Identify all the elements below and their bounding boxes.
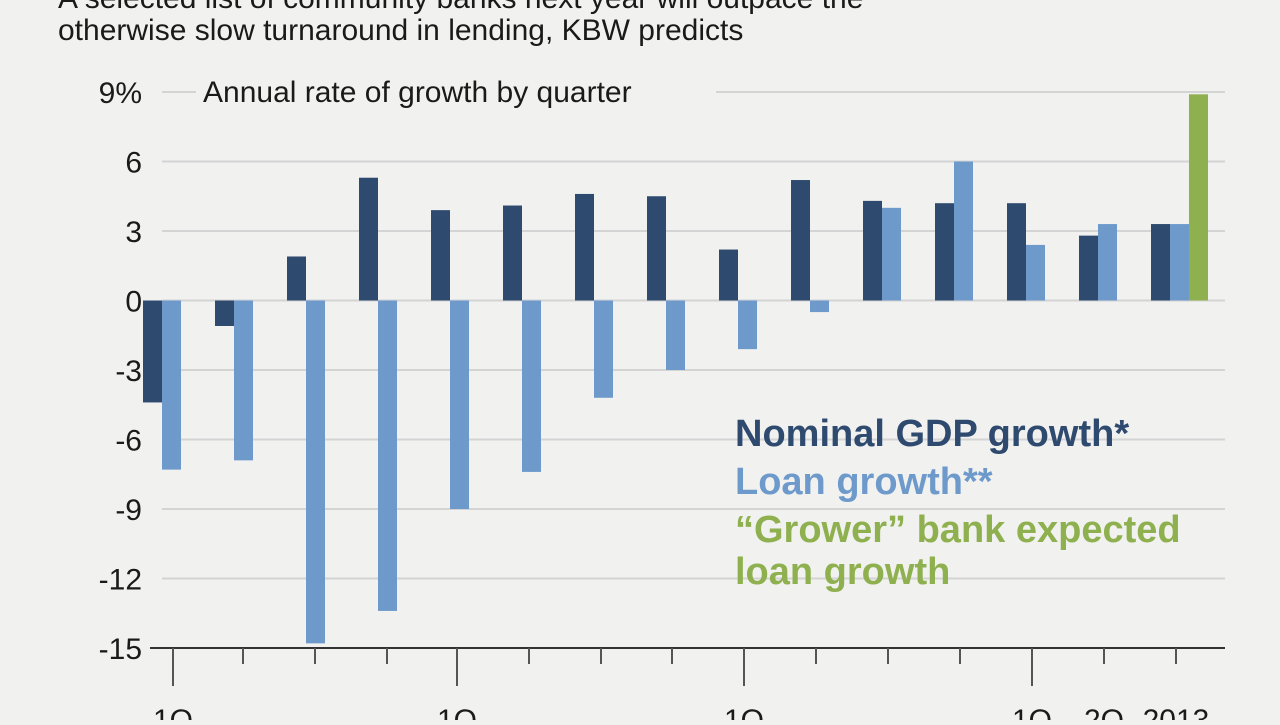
bar	[215, 300, 234, 326]
x-tick-label: 1Q	[1012, 704, 1052, 720]
legend-item: “Grower” bank expected	[735, 509, 1181, 551]
legend: Nominal GDP growth* Loan growth** “Grower”…	[735, 413, 1181, 593]
axis-layer: 9% 6 3 0 -3 -6 -9 -12 -15 1Q 1Q 1Q 1Q 2Q 2013	[99, 77, 1225, 725]
bar	[810, 300, 829, 313]
legend-item: Loan growth**	[735, 461, 993, 503]
bar	[666, 300, 685, 370]
y-tick-label: -6	[115, 425, 142, 458]
bar	[450, 300, 469, 509]
bar	[287, 256, 306, 301]
bar	[1098, 224, 1117, 301]
y-tick-label: -12	[99, 564, 142, 597]
chart-title-line-2: otherwise slow turnaround in lending, KB…	[58, 14, 743, 47]
bar	[954, 161, 973, 301]
bar	[1007, 203, 1026, 301]
bar	[791, 180, 810, 301]
bar	[738, 300, 757, 350]
bar	[234, 300, 253, 461]
bar	[431, 210, 450, 301]
bar	[882, 207, 901, 301]
y-tick-label: 9%	[99, 77, 142, 110]
bar	[143, 300, 162, 403]
x-tick-label: 2Q	[1084, 704, 1124, 720]
bar	[162, 300, 181, 470]
x-tick-label: 1Q	[437, 704, 477, 720]
y-tick-label: -3	[115, 355, 142, 388]
bar	[1079, 235, 1098, 301]
x-tick-label: 1Q	[153, 704, 193, 720]
bar	[1170, 224, 1189, 301]
title-layer: A selected list of community banks next …	[58, 0, 863, 47]
bar	[1026, 244, 1045, 301]
y-tick-label: -15	[99, 633, 142, 666]
legend-item: loan growth	[735, 551, 950, 593]
chart-subtitle: Annual rate of growth by quarter	[203, 76, 632, 109]
bar	[378, 300, 397, 611]
bar	[594, 300, 613, 398]
y-tick-label: 0	[125, 286, 142, 319]
bar	[1151, 224, 1170, 301]
x-tick-label: 1Q	[724, 704, 764, 720]
bar	[359, 177, 378, 301]
bar	[503, 205, 522, 301]
bar	[575, 193, 594, 301]
bar	[647, 196, 666, 301]
bar	[1189, 94, 1208, 301]
bar	[719, 249, 738, 301]
legend-item: Nominal GDP growth*	[735, 413, 1129, 455]
y-tick-label: -9	[115, 494, 142, 527]
bar	[306, 300, 325, 644]
subtitle-background	[196, 70, 716, 112]
y-tick-label: 6	[125, 147, 142, 180]
bars-layer	[143, 94, 1208, 644]
bar	[863, 200, 882, 301]
chart-title-line-1: A selected list of community banks next …	[58, 0, 863, 15]
bar	[522, 300, 541, 472]
y-tick-label: 3	[125, 216, 142, 249]
bar	[935, 203, 954, 301]
x-tick-label: 2013	[1143, 704, 1210, 720]
